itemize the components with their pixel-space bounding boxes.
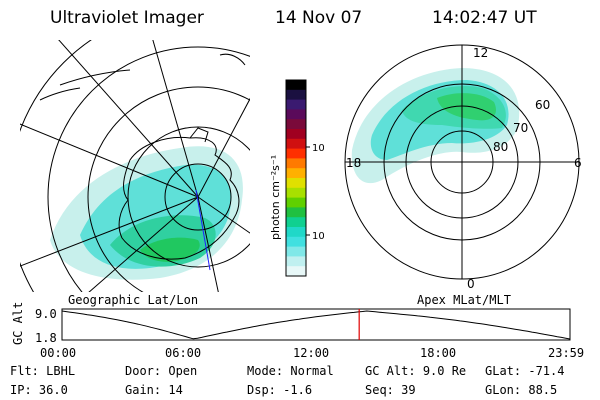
polar-mlt-0: 0: [467, 277, 475, 291]
instrument-title: Ultraviolet Imager: [50, 8, 204, 28]
timeline-x-tick-1800: 18:00: [420, 346, 456, 360]
polar-lat-60: 60: [535, 98, 550, 112]
colorbar-cell: [286, 197, 306, 208]
geo-aurora-emission: [50, 146, 243, 280]
status-mode: Mode: Normal: [247, 364, 334, 378]
status-dsp: Dsp: -1.6: [247, 383, 313, 397]
timeline-y-label: GC Alt: [11, 302, 25, 345]
colorbar-cell: [286, 158, 306, 169]
orbit-altitude-timeline: 9.0 1.8 GC Alt 00:00 06:00 12:00 18:00 2…: [11, 302, 584, 360]
geo-nadir-track: [195, 189, 211, 271]
colorbar-cell: [286, 227, 306, 238]
polar-mlt-6: 6: [574, 156, 582, 170]
status-glat: GLat: -71.4: [485, 364, 565, 378]
status-flt: Flt: LBHL: [10, 364, 76, 378]
colorbar-cell: [286, 119, 306, 130]
timeline-x-tick-1200: 12:00: [293, 346, 329, 360]
polar-map-caption: Apex MLat/MLT: [417, 293, 511, 307]
colorbar-cell: [286, 207, 306, 218]
colorbar-tick-100: 100: [312, 143, 324, 154]
colorbar-cell: [286, 99, 306, 110]
colorbar-cell: [286, 236, 306, 248]
image-date: 14 Nov 07: [275, 8, 363, 28]
status-glon: GLon: 88.5: [485, 383, 558, 397]
altitude-curve: [61, 310, 571, 340]
polar-mlt-12: 12: [473, 46, 488, 60]
colorbar-cell: [286, 217, 306, 228]
timeline-x-tick-0600: 06:00: [165, 346, 201, 360]
colorbar-cell: [286, 187, 306, 199]
colorbar-cell: [286, 246, 306, 257]
polar-mlat-mlt-map: 12 18 6 0 60 70 80: [344, 44, 582, 291]
timeline-x-tick-0000: 00:00: [40, 346, 76, 360]
colorbar-tick-10: 10: [312, 231, 324, 242]
status-gain: Gain: 14: [125, 383, 183, 397]
geo-map-caption: Geographic Lat/Lon: [68, 293, 199, 307]
colorbar-unit-label: photon cm⁻²s⁻¹: [269, 155, 282, 240]
polar-mlt-18: 18: [346, 156, 361, 170]
colorbar-cell: [286, 178, 306, 189]
polar-lat-70: 70: [513, 121, 528, 135]
status-gc-alt: GC Alt: 9.0 Re: [365, 364, 467, 378]
intensity-colorbar: 100 10 photon cm⁻²s⁻¹: [269, 79, 324, 277]
status-ip: IP: 36.0: [10, 383, 68, 397]
status-door: Door: Open: [125, 364, 198, 378]
geo-coastline: [39, 53, 246, 260]
geographic-map: [20, 40, 250, 292]
image-time: 14:02:47 UT: [432, 8, 537, 28]
colorbar-cell: [286, 109, 306, 120]
timeline-y-tick-1.8: 1.8: [35, 331, 57, 345]
geo-latitude-circles: [20, 40, 250, 292]
polar-aurora-emission: [351, 68, 520, 184]
timeline-frame: [61, 308, 571, 341]
colorbar-cell: [286, 256, 306, 267]
geo-meridians: [20, 40, 250, 292]
colorbar-cell: [286, 89, 306, 101]
timeline-y-tick-9: 9.0: [35, 307, 57, 321]
timeline-x-tick-2359: 23:59: [548, 346, 584, 360]
colorbar-cell: [286, 266, 306, 277]
colorbar-cell: [286, 138, 306, 150]
colorbar-cell: [286, 80, 306, 91]
colorbar-cell: [286, 148, 306, 159]
colorbar-cell: [286, 129, 306, 140]
status-seq: Seq: 39: [365, 383, 416, 397]
polar-lat-80: 80: [493, 140, 508, 154]
colorbar-cell: [286, 168, 306, 179]
